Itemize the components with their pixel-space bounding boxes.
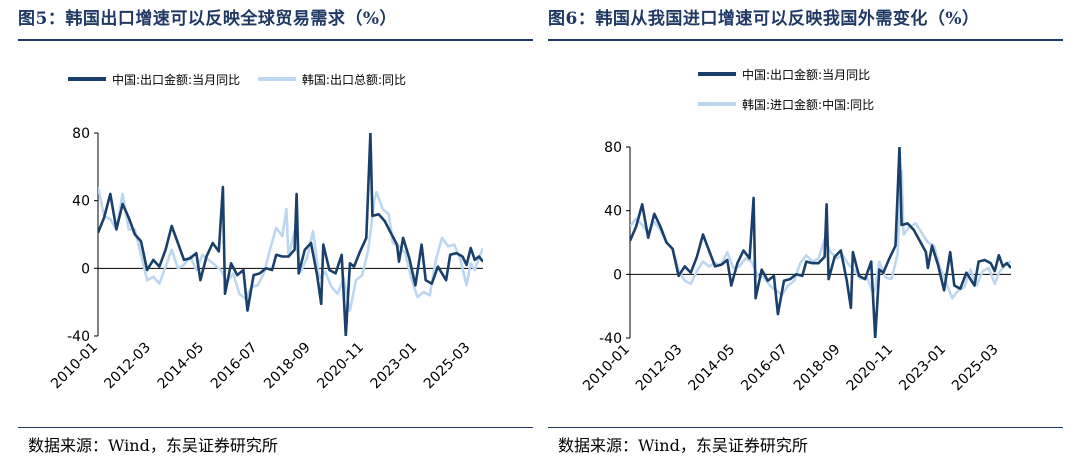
figure-5-panel: 图5：韩国出口增速可以反映全球贸易需求（%） 中国:出口金额:当月同比 韩国:出… <box>18 0 533 463</box>
figure-title: 图6：韩国从我国进口增速可以反映我国外需变化（%） <box>548 9 980 29</box>
y-tick-label: 40 <box>72 194 90 210</box>
source-note: 数据来源：Wind，东吴证券研究所 <box>28 436 278 455</box>
chart-legend: 中国:出口金额:当月同比 韩国:进口金额:中国:同比 <box>698 63 874 115</box>
x-tick-label: 2020-11 <box>314 340 367 393</box>
x-tick-label: 2014-05 <box>155 340 208 393</box>
legend-swatch-dark <box>68 77 106 81</box>
y-tick-label: 0 <box>81 261 90 277</box>
y-tick-label: 40 <box>604 204 622 220</box>
legend-label: 韩国:出口总额:同比 <box>301 72 407 87</box>
x-tick-label: 2025-03 <box>949 342 1002 395</box>
x-tick-label: 2020-11 <box>844 342 897 395</box>
legend-swatch-dark <box>698 72 736 76</box>
x-tick-label: 2025-03 <box>421 340 474 393</box>
x-tick-label: 2018-09 <box>791 342 844 395</box>
x-tick-label: 2012-03 <box>633 342 686 395</box>
legend-label: 中国:出口金额:当月同比 <box>112 72 241 87</box>
y-tick-label: 0 <box>613 267 622 283</box>
legend-label: 中国:出口金额:当月同比 <box>742 67 871 82</box>
x-tick-label: 2023-01 <box>896 342 949 395</box>
x-tick-label: 2023-01 <box>368 340 421 393</box>
y-tick-label: -40 <box>599 331 622 347</box>
x-tick-label: 2016-07 <box>738 342 791 395</box>
footer-rule <box>548 427 1063 428</box>
legend-item-china-export: 中国:出口金额:当月同比 <box>698 63 874 85</box>
chart-legend: 中国:出口金额:当月同比 韩国:出口总额:同比 <box>68 68 406 90</box>
x-tick-label: 2012-03 <box>101 340 154 393</box>
series-line-korea <box>630 169 1011 300</box>
figure-title: 图5：韩国出口增速可以反映全球贸易需求（%） <box>18 9 397 29</box>
legend-swatch-light <box>257 77 296 81</box>
y-tick-label: 80 <box>72 126 90 142</box>
x-tick-label: 2010-01 <box>580 342 633 395</box>
figure-6-panel: 图6：韩国从我国进口增速可以反映我国外需变化（%） 中国:出口金额:当月同比 韩… <box>548 0 1063 463</box>
legend-item-china-export: 中国:出口金额:当月同比 <box>68 68 240 90</box>
x-tick-label: 2010-01 <box>48 340 101 393</box>
series-line-korea <box>98 186 483 312</box>
source-note: 数据来源：Wind，东吴证券研究所 <box>558 436 808 455</box>
legend-label: 韩国:进口金额:中国:同比 <box>742 97 875 112</box>
footer-rule <box>18 427 533 428</box>
y-tick-label: 80 <box>604 140 622 156</box>
series-line-china-export <box>630 147 1011 338</box>
legend-item-korea-import: 韩国:进口金额:中国:同比 <box>698 93 874 115</box>
series-line-china-export <box>98 133 483 336</box>
x-tick-label: 2016-07 <box>208 340 261 393</box>
y-tick-label: -40 <box>67 329 90 345</box>
x-tick-label: 2018-09 <box>261 340 314 393</box>
legend-item-korea-export: 韩国:出口总额:同比 <box>257 68 407 90</box>
title-rule <box>548 39 1063 41</box>
title-rule <box>18 39 533 41</box>
x-tick-label: 2014-05 <box>686 342 739 395</box>
legend-swatch-light <box>698 102 736 106</box>
